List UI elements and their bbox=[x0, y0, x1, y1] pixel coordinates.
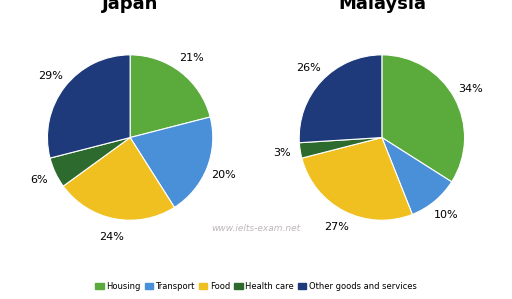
Wedge shape bbox=[130, 55, 210, 138]
Text: 3%: 3% bbox=[273, 148, 291, 158]
Wedge shape bbox=[63, 138, 175, 220]
Text: 21%: 21% bbox=[180, 53, 204, 63]
Text: 26%: 26% bbox=[296, 63, 321, 74]
Text: www.ielts-exam.net: www.ielts-exam.net bbox=[211, 224, 301, 233]
Text: 20%: 20% bbox=[211, 170, 236, 180]
Wedge shape bbox=[299, 55, 382, 143]
Wedge shape bbox=[382, 55, 464, 182]
Wedge shape bbox=[300, 138, 382, 158]
Wedge shape bbox=[130, 117, 213, 207]
Text: 29%: 29% bbox=[38, 71, 63, 81]
Text: 10%: 10% bbox=[434, 210, 458, 220]
Title: Malaysia: Malaysia bbox=[338, 0, 426, 13]
Text: 34%: 34% bbox=[458, 84, 483, 94]
Text: 6%: 6% bbox=[30, 176, 48, 185]
Text: 24%: 24% bbox=[99, 232, 124, 242]
Wedge shape bbox=[382, 138, 452, 214]
Wedge shape bbox=[302, 138, 412, 220]
Text: 27%: 27% bbox=[324, 222, 349, 232]
Legend: Housing, Transport, Food, Health care, Other goods and services: Housing, Transport, Food, Health care, O… bbox=[94, 281, 418, 292]
Wedge shape bbox=[48, 55, 130, 158]
Wedge shape bbox=[50, 138, 130, 186]
Title: Japan: Japan bbox=[102, 0, 158, 13]
